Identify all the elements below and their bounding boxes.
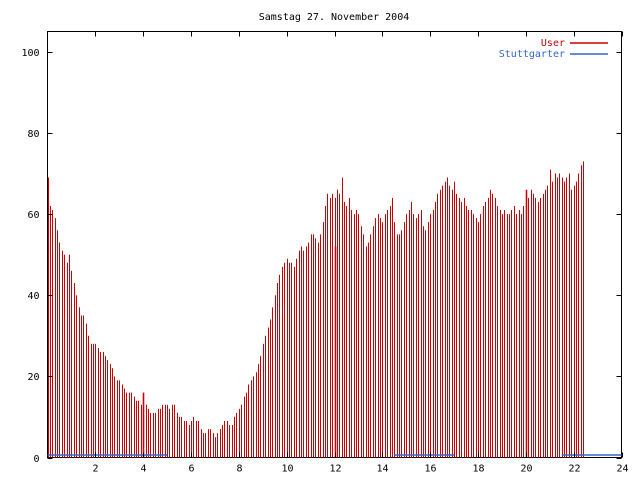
x-tick-label: 22 xyxy=(568,464,580,475)
x-tick-label: 20 xyxy=(520,464,532,475)
x-tick-label: 16 xyxy=(424,464,436,475)
plot-frame xyxy=(47,31,622,458)
user-bars xyxy=(48,161,584,458)
y-axis-ticks: 0 20 40 60 80 100 xyxy=(21,48,622,465)
x-tick-label: 2 xyxy=(92,464,98,475)
x-tick-label: 12 xyxy=(329,464,341,475)
y-tick-label: 0 xyxy=(33,454,39,465)
legend-stuttgarter-label: Stuttgarter xyxy=(499,49,565,60)
y-tick-label: 80 xyxy=(27,129,39,140)
x-tick-label: 10 xyxy=(281,464,293,475)
y-tick-label: 20 xyxy=(27,372,39,383)
x-tick-label: 6 xyxy=(188,464,194,475)
y-tick-label: 40 xyxy=(27,291,39,302)
legend-user-label: User xyxy=(541,38,565,49)
legend: User Stuttgarter xyxy=(499,38,608,60)
chart-title: Samstag 27. November 2004 xyxy=(259,12,410,23)
x-tick-label: 24 xyxy=(616,464,628,475)
y-tick-label: 100 xyxy=(21,48,39,59)
x-tick-label: 4 xyxy=(140,464,146,475)
y-tick-label: 60 xyxy=(27,210,39,221)
x-axis-ticks: 2 4 6 8 10 12 14 16 18 20 22 24 xyxy=(92,31,629,475)
x-tick-label: 14 xyxy=(376,464,388,475)
x-tick-label: 18 xyxy=(472,464,484,475)
x-tick-label: 8 xyxy=(236,464,242,475)
